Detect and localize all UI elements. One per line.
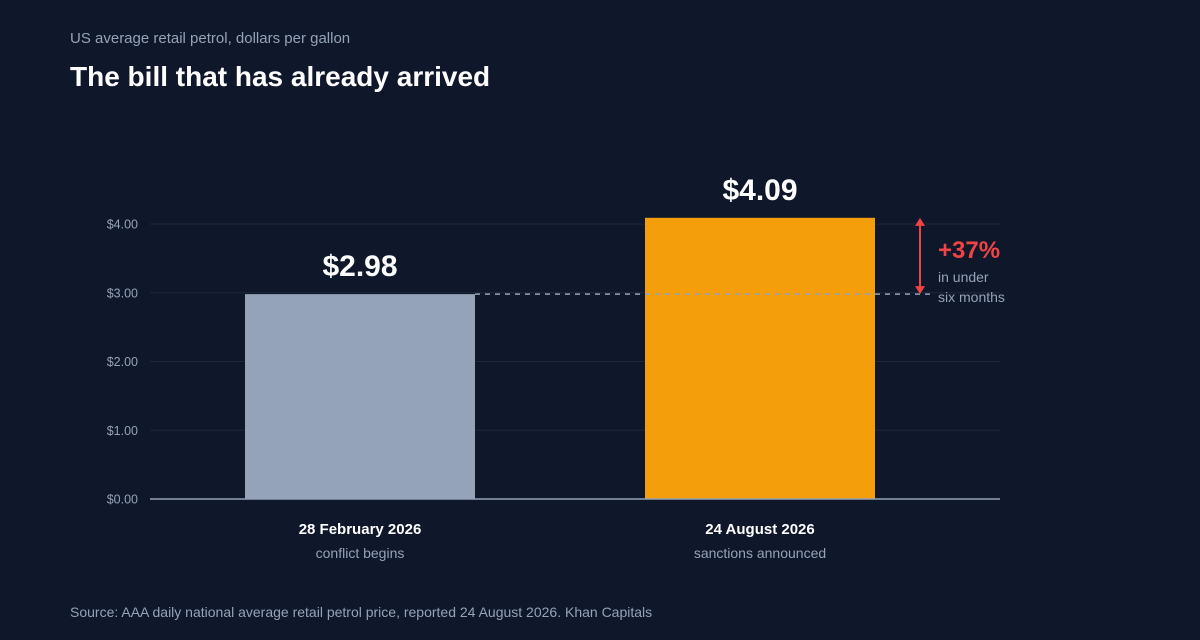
chart-title: The bill that has already arrived bbox=[70, 61, 491, 92]
change-percent-label: +37% bbox=[938, 237, 1000, 264]
y-tick-label: $4.00 bbox=[107, 218, 138, 232]
source-note: Source: AAA daily national average retai… bbox=[70, 604, 653, 620]
change-note-line: six months bbox=[938, 289, 1005, 305]
x-category-note: sanctions announced bbox=[694, 545, 826, 561]
bar-february bbox=[245, 294, 475, 499]
x-category-label: 24 August 2026 bbox=[705, 521, 815, 538]
bar-value-label: $2.98 bbox=[322, 250, 397, 283]
change-note-line: in under bbox=[938, 269, 989, 285]
change-arrow-head-down bbox=[915, 286, 925, 295]
y-tick-label: $3.00 bbox=[107, 286, 138, 300]
x-category-label: 28 February 2026 bbox=[299, 521, 422, 538]
y-tick-label: $2.00 bbox=[107, 355, 138, 369]
x-category-note: conflict begins bbox=[316, 545, 405, 561]
y-tick-label: $1.00 bbox=[107, 424, 138, 438]
bar-value-label: $4.09 bbox=[722, 174, 797, 207]
chart-subtitle: US average retail petrol, dollars per ga… bbox=[70, 30, 351, 47]
bar-august bbox=[645, 217, 875, 499]
y-tick-label: $0.00 bbox=[107, 493, 138, 507]
change-arrow-head-up bbox=[915, 217, 925, 226]
